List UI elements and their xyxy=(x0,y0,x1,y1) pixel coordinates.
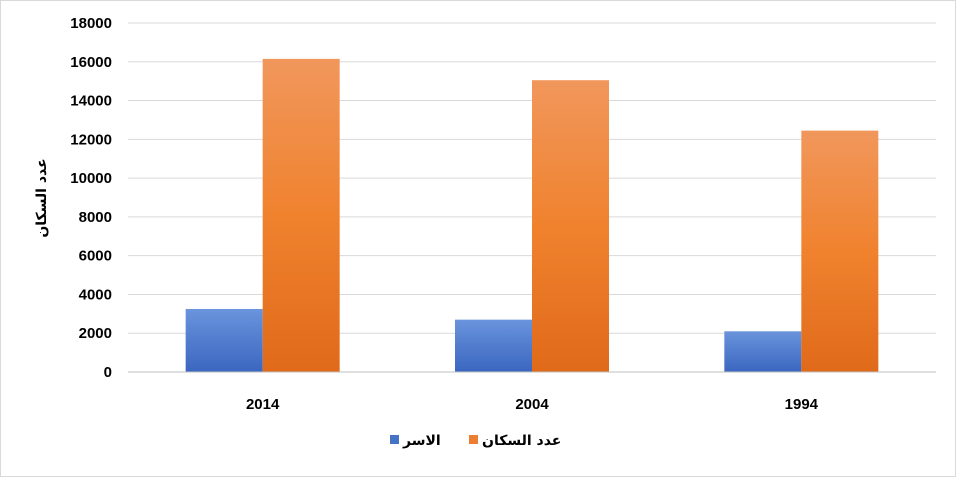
y-tick-label: 4000 xyxy=(79,286,112,303)
y-tick-label: 12000 xyxy=(70,131,112,148)
legend-swatch-households xyxy=(390,435,399,444)
legend-label-households: الاسر xyxy=(402,433,441,449)
bar-households-1994 xyxy=(724,331,802,372)
x-tick-label: 2004 xyxy=(515,396,549,413)
y-tick-label: 16000 xyxy=(70,54,112,71)
y-tick-label: 14000 xyxy=(70,93,112,110)
x-tick-label: 1994 xyxy=(785,396,819,413)
legend: الاسر عدد السكان xyxy=(390,433,561,449)
y-tick-label: 18000 xyxy=(70,15,112,32)
bar-households-2014 xyxy=(185,308,263,372)
y-tick-label: 10000 xyxy=(70,170,112,187)
bars xyxy=(185,58,879,373)
y-tick-label: 8000 xyxy=(79,209,112,226)
y-axis-ticks: 0 2000 4000 6000 8000 10000 12000 14000 16000 180… xyxy=(70,15,112,381)
y-tick-label: 2000 xyxy=(79,325,112,342)
y-tick-label: 6000 xyxy=(79,248,112,265)
bar-population-2004 xyxy=(532,80,609,373)
bar-households-2004 xyxy=(455,319,532,372)
bar-population-1994 xyxy=(801,130,879,372)
y-tick-label: 0 xyxy=(104,364,112,381)
legend-label-population: عدد السكان xyxy=(482,433,561,449)
y-axis-title: عدد السكان xyxy=(34,158,50,237)
x-axis-ticks: 2014 2004 1994 xyxy=(246,396,819,413)
bar-population-2014 xyxy=(262,58,340,372)
x-tick-label: 2014 xyxy=(246,396,280,413)
legend-swatch-population xyxy=(469,435,478,444)
